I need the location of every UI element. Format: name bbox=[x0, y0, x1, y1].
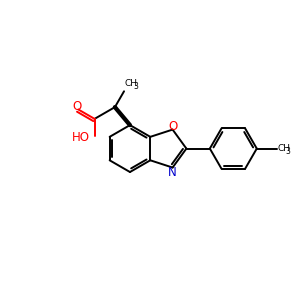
Text: 3: 3 bbox=[133, 82, 138, 91]
Text: CH: CH bbox=[125, 80, 138, 88]
Text: N: N bbox=[168, 166, 177, 178]
Text: HO: HO bbox=[71, 131, 89, 144]
Text: O: O bbox=[72, 100, 82, 113]
Text: CH: CH bbox=[278, 144, 291, 153]
Text: 3: 3 bbox=[286, 147, 291, 156]
Text: O: O bbox=[168, 120, 177, 133]
